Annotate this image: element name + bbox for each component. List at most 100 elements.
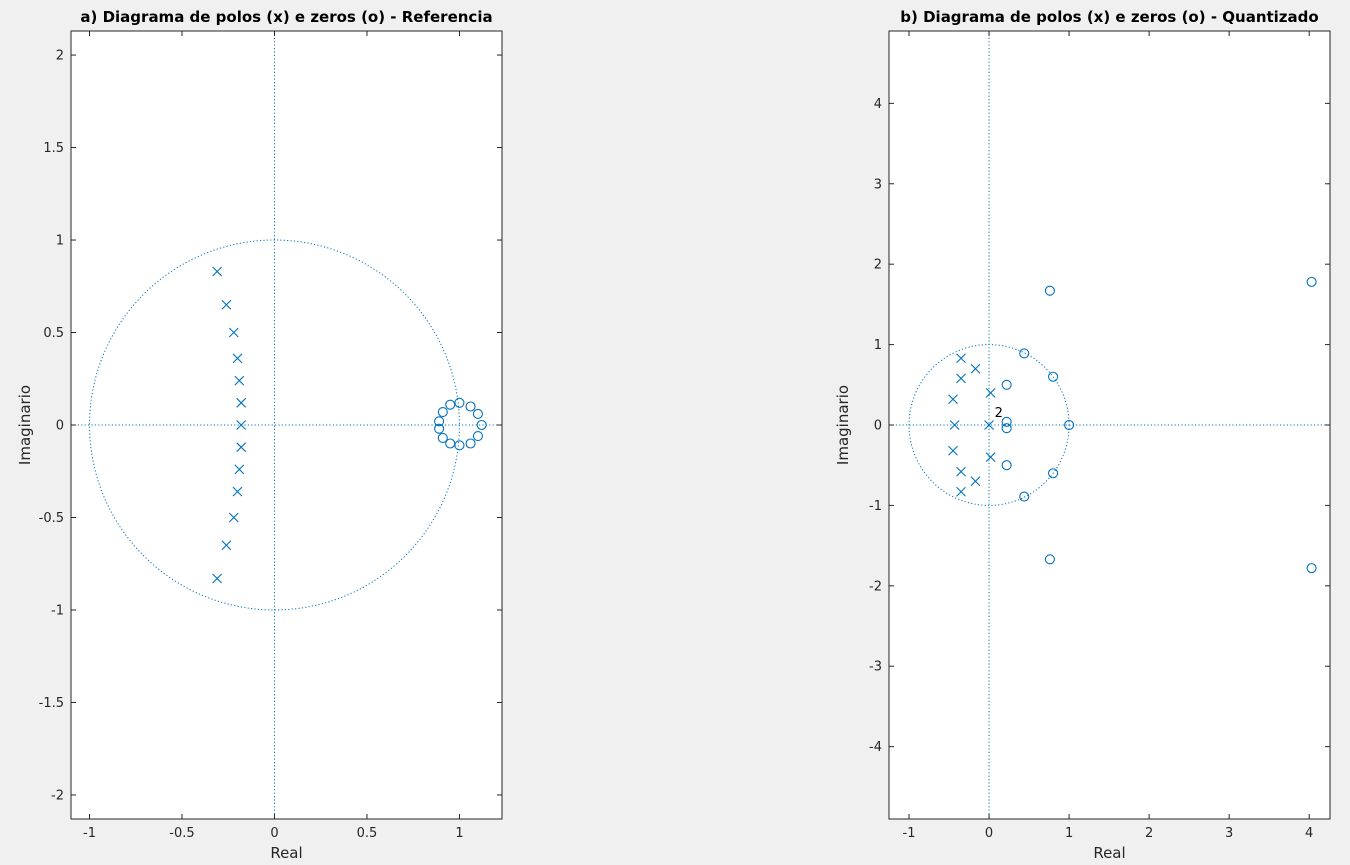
y-axis-label: Imaginario bbox=[834, 385, 852, 465]
zero-marker bbox=[437, 432, 448, 443]
pole-marker bbox=[212, 573, 223, 584]
pole-marker-stroke bbox=[221, 540, 232, 551]
x-tick-label: 0 bbox=[270, 826, 278, 841]
x-tick-label: 0.5 bbox=[357, 826, 378, 841]
pole-marker bbox=[985, 387, 996, 398]
pole-marker-stroke bbox=[956, 486, 966, 497]
pole-marker bbox=[956, 373, 966, 384]
zero-marker bbox=[1064, 419, 1075, 431]
pole-marker-stroke bbox=[228, 327, 239, 338]
pole-marker-stroke bbox=[232, 486, 243, 497]
zero-marker bbox=[1048, 371, 1059, 382]
x-axis-label: Real bbox=[1093, 844, 1125, 862]
pole-marker bbox=[985, 452, 996, 463]
zero-marker bbox=[445, 438, 456, 449]
x-tick-label: 1 bbox=[455, 826, 463, 841]
y-tick-label: 3 bbox=[874, 177, 882, 192]
y-tick-label: -4 bbox=[869, 740, 882, 755]
x-tick-label: 1 bbox=[1065, 826, 1073, 841]
zero-marker bbox=[1001, 423, 1012, 434]
zero-marker bbox=[465, 438, 476, 449]
pole-marker-stroke bbox=[948, 445, 958, 456]
x-tick-label: 3 bbox=[1225, 826, 1233, 841]
pole-marker bbox=[949, 420, 960, 430]
zero-marker bbox=[1001, 460, 1012, 471]
pole-marker bbox=[984, 420, 994, 430]
x-tick-label: -1 bbox=[83, 826, 96, 841]
y-tick-label: 1.5 bbox=[43, 141, 64, 156]
chart-title: b) Diagrama de polos (x) e zeros (o) - Q… bbox=[900, 8, 1318, 26]
y-tick-label: 1 bbox=[874, 338, 882, 353]
pole-marker-stroke bbox=[212, 266, 223, 277]
pole-marker-stroke bbox=[970, 476, 981, 487]
x-axis-label: Real bbox=[270, 844, 302, 862]
pole-marker-stroke bbox=[956, 373, 966, 384]
zero-marker bbox=[454, 397, 465, 408]
zero-marker bbox=[454, 440, 465, 451]
pole-marker bbox=[956, 486, 966, 497]
pole-marker-stroke bbox=[232, 353, 243, 364]
pole-marker bbox=[228, 512, 239, 523]
y-tick-label: -2 bbox=[869, 579, 882, 594]
pole-marker-stroke bbox=[985, 452, 996, 463]
pole-marker-stroke bbox=[236, 397, 247, 408]
pole-marker bbox=[236, 420, 247, 430]
zero-marker bbox=[434, 423, 445, 434]
x-tick-label: -1 bbox=[903, 826, 916, 841]
zero-marker bbox=[445, 399, 456, 410]
pole-marker-stroke bbox=[985, 387, 996, 398]
pole-marker-stroke bbox=[221, 299, 232, 310]
zero-marker bbox=[1306, 563, 1317, 574]
x-tick-label: 0 bbox=[985, 826, 993, 841]
zero-marker bbox=[1001, 416, 1012, 427]
pole-marker-stroke bbox=[236, 420, 247, 430]
zero-marker bbox=[437, 407, 448, 418]
y-tick-label: -3 bbox=[869, 660, 882, 675]
zero-marker bbox=[434, 416, 445, 427]
x-tick-label: 2 bbox=[1145, 826, 1153, 841]
pole-marker bbox=[236, 397, 247, 408]
unit-circle bbox=[908, 344, 1070, 506]
zero-marker bbox=[1048, 468, 1059, 479]
y-tick-label: 2 bbox=[56, 49, 64, 64]
pole-marker bbox=[232, 486, 243, 497]
pole-marker bbox=[221, 540, 232, 551]
zero-marker bbox=[472, 408, 484, 419]
y-tick-label: -1.5 bbox=[39, 696, 64, 711]
pole-marker-stroke bbox=[212, 573, 223, 584]
y-tick-label: -1 bbox=[869, 499, 882, 514]
pole-marker-stroke bbox=[236, 442, 247, 453]
y-tick-label: 0.5 bbox=[43, 326, 64, 341]
pole-marker bbox=[970, 476, 981, 487]
pole-marker-stroke bbox=[970, 363, 981, 374]
pole-marker bbox=[236, 442, 247, 453]
multiplicity-label: 2 bbox=[995, 406, 1003, 421]
pole-marker-stroke bbox=[956, 353, 966, 364]
chart-title: a) Diagrama de polos (x) e zeros (o) - R… bbox=[80, 8, 492, 26]
y-axis-label: Imaginario bbox=[16, 385, 34, 465]
pole-marker bbox=[956, 466, 966, 477]
pole-marker-stroke bbox=[984, 420, 994, 430]
unit-circle bbox=[88, 239, 460, 611]
y-tick-label: 1 bbox=[56, 234, 64, 249]
pole-marker-stroke bbox=[234, 375, 245, 386]
zero-marker bbox=[1306, 276, 1317, 287]
pole-marker bbox=[948, 445, 958, 456]
pole-marker-stroke bbox=[234, 464, 245, 475]
pole-marker-stroke bbox=[949, 420, 960, 430]
zero-marker bbox=[472, 431, 484, 442]
y-tick-label: -2 bbox=[51, 788, 64, 803]
subplot-b-quantizado: -1 0 1 2 3 4 -4 -3 -2 -1 0 1 2 3 4 2 b) Diagrama de polo… bbox=[834, 8, 1331, 862]
x-tick-label: 4 bbox=[1305, 826, 1313, 841]
y-tick-label: -1 bbox=[51, 603, 64, 618]
pole-marker bbox=[234, 464, 245, 475]
zero-marker bbox=[1044, 285, 1055, 296]
x-tick-label: -0.5 bbox=[169, 826, 194, 841]
zero-marker bbox=[465, 401, 476, 412]
pole-marker bbox=[228, 327, 239, 338]
zero-marker bbox=[1044, 554, 1055, 565]
zero-marker bbox=[1001, 379, 1012, 390]
pole-marker bbox=[234, 375, 245, 386]
pole-marker-stroke bbox=[956, 466, 966, 477]
